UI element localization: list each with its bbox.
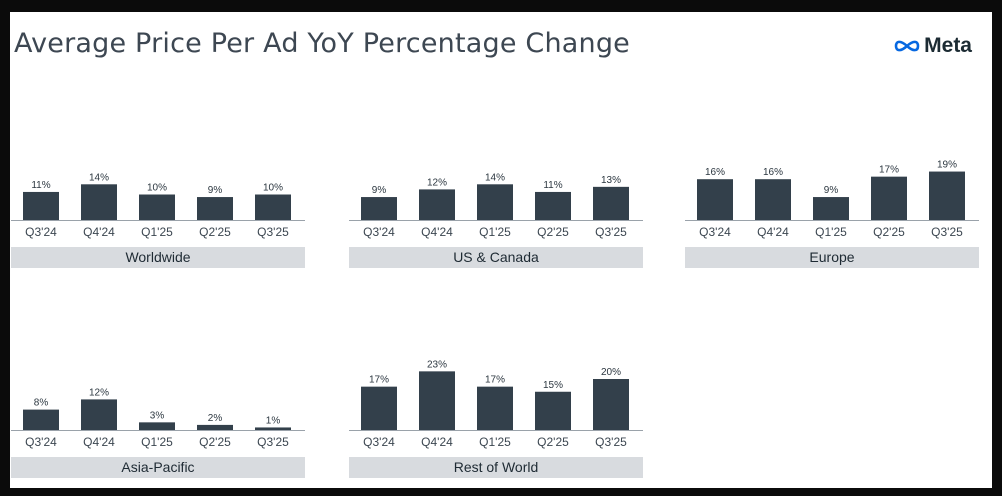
- panel-label-europe: Europe: [685, 247, 979, 268]
- data-label: 20%: [601, 367, 621, 378]
- bar: [81, 399, 117, 430]
- x-tick-label: Q3'25: [257, 435, 289, 449]
- x-tick-label: Q1'25: [815, 225, 847, 239]
- x-tick-label: Q4'24: [421, 435, 453, 449]
- bar-chart-europe: 16% Q3'24 16% Q4'24 9% Q1'25 17% Q2'25 19% Q3'25: [685, 160, 979, 239]
- bar-chart-rest-of-world: 17% Q3'24 23% Q4'24 17% Q1'25 15% Q2'25 20% Q3'25: [349, 359, 643, 449]
- data-label: 15%: [543, 380, 563, 391]
- bar: [361, 197, 397, 220]
- data-label: 17%: [485, 375, 505, 386]
- bar: [477, 386, 513, 430]
- data-label: 17%: [369, 375, 389, 386]
- data-label: 16%: [763, 167, 783, 178]
- bar-chart-worldwide: 11% Q3'24 14% Q4'24 10% Q1'25 9% Q2'25 10% Q3'25: [11, 172, 305, 239]
- chart-panel-us-canada: 9% Q3'24 12% Q4'24 14% Q1'25 11% Q2'25 13% Q3'25 …: [349, 148, 643, 268]
- bar: [23, 409, 59, 430]
- x-tick-label: Q3'24: [699, 225, 731, 239]
- panel-label-rest-of-world: Rest of World: [349, 457, 643, 478]
- data-label: 9%: [208, 185, 223, 196]
- bar: [255, 427, 291, 430]
- x-tick-label: Q3'25: [595, 435, 627, 449]
- bar: [593, 379, 629, 430]
- bar: [477, 184, 513, 220]
- data-label: 13%: [601, 175, 621, 186]
- x-tick-label: Q2'25: [199, 225, 231, 239]
- data-label: 9%: [824, 185, 839, 196]
- data-label: 17%: [879, 165, 899, 176]
- data-label: 12%: [427, 177, 447, 188]
- chart-panel-rest-of-world: 17% Q3'24 23% Q4'24 17% Q1'25 15% Q2'25 20% Q3'25…: [349, 358, 643, 478]
- x-tick-label: Q4'24: [83, 435, 115, 449]
- data-label: 12%: [89, 387, 109, 398]
- data-label: 9%: [372, 185, 387, 196]
- x-tick-label: Q3'24: [363, 225, 395, 239]
- x-tick-label: Q1'25: [141, 435, 173, 449]
- x-tick-label: Q3'24: [25, 225, 57, 239]
- x-tick-label: Q3'24: [363, 435, 395, 449]
- x-tick-label: Q1'25: [479, 435, 511, 449]
- meta-infinity-icon: [894, 40, 920, 52]
- bar: [419, 371, 455, 430]
- data-label: 10%: [263, 183, 283, 194]
- bar: [535, 191, 571, 220]
- page-title: Average Price Per Ad YoY Percentage Chan…: [14, 28, 630, 59]
- bar: [81, 184, 117, 220]
- panel-label-asia-pacific: Asia-Pacific: [11, 457, 305, 478]
- bar: [197, 424, 233, 430]
- bar: [813, 197, 849, 220]
- bar-chart-us-canada: 9% Q3'24 12% Q4'24 14% Q1'25 11% Q2'25 13% Q3'25: [349, 172, 643, 239]
- x-tick-label: Q2'25: [873, 225, 905, 239]
- data-label: 11%: [543, 180, 562, 191]
- data-label: 10%: [147, 183, 167, 194]
- bar: [593, 186, 629, 220]
- x-tick-label: Q3'25: [257, 225, 289, 239]
- logo-text: Meta: [924, 34, 972, 57]
- panel-label-worldwide: Worldwide: [11, 247, 305, 268]
- bar: [929, 171, 965, 220]
- bar: [697, 179, 733, 220]
- data-label: 2%: [208, 413, 223, 424]
- x-tick-label: Q3'25: [595, 225, 627, 239]
- x-tick-label: Q2'25: [199, 435, 231, 449]
- x-tick-label: Q3'25: [931, 225, 963, 239]
- bar: [871, 176, 907, 220]
- bar: [755, 179, 791, 220]
- data-label: 3%: [150, 410, 165, 421]
- x-tick-label: Q2'25: [537, 225, 569, 239]
- data-label: 14%: [485, 172, 505, 183]
- chart-panel-asia-pacific: 8% Q3'24 12% Q4'24 3% Q1'25 2% Q2'25 1% Q3'25 Asi…: [11, 358, 305, 478]
- bar: [139, 422, 175, 430]
- data-label: 14%: [89, 172, 109, 183]
- bar: [361, 386, 397, 430]
- data-label: 16%: [705, 167, 725, 178]
- bar: [535, 391, 571, 430]
- data-label: 1%: [266, 415, 281, 426]
- panel-label-us-canada: US & Canada: [349, 247, 643, 268]
- data-label: 8%: [34, 398, 49, 409]
- slide: Average Price Per Ad YoY Percentage Chan…: [10, 12, 992, 488]
- chart-panel-worldwide: 11% Q3'24 14% Q4'24 10% Q1'25 9% Q2'25 10% Q3'25 …: [11, 148, 305, 268]
- x-tick-label: Q4'24: [757, 225, 789, 239]
- bar: [255, 194, 291, 220]
- data-label: 23%: [427, 359, 447, 370]
- bar-chart-asia-pacific: 8% Q3'24 12% Q4'24 3% Q1'25 2% Q2'25 1% Q3'25: [11, 387, 305, 449]
- x-tick-label: Q1'25: [479, 225, 511, 239]
- bar: [197, 197, 233, 220]
- x-tick-label: Q4'24: [421, 225, 453, 239]
- x-tick-label: Q3'24: [25, 435, 57, 449]
- chart-panel-europe: 16% Q3'24 16% Q4'24 9% Q1'25 17% Q2'25 19% Q3'25 …: [685, 148, 979, 268]
- x-tick-label: Q4'24: [83, 225, 115, 239]
- meta-logo: Meta: [892, 34, 972, 58]
- data-label: 19%: [937, 160, 957, 171]
- x-tick-label: Q1'25: [141, 225, 173, 239]
- bar: [419, 189, 455, 220]
- x-tick-label: Q2'25: [537, 435, 569, 449]
- bar: [23, 191, 59, 220]
- bar: [139, 194, 175, 220]
- data-label: 11%: [31, 180, 50, 191]
